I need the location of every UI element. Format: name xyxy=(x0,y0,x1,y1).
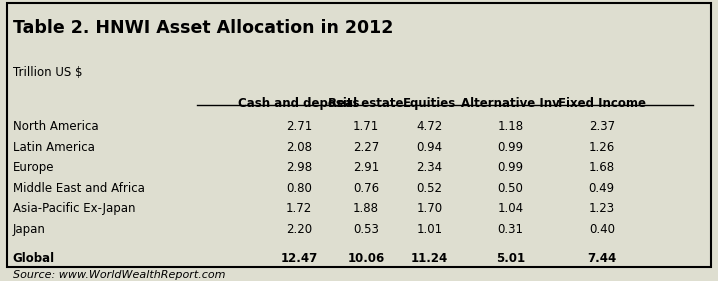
Text: 2.71: 2.71 xyxy=(286,120,312,133)
Text: 0.53: 0.53 xyxy=(353,223,379,236)
Text: Cash and deposits: Cash and deposits xyxy=(238,97,360,110)
Text: 11.24: 11.24 xyxy=(411,252,448,266)
Text: 0.50: 0.50 xyxy=(498,182,523,195)
Text: 0.76: 0.76 xyxy=(353,182,379,195)
Text: 1.88: 1.88 xyxy=(353,203,379,216)
Text: Alternative Inv: Alternative Inv xyxy=(461,97,559,110)
Text: North America: North America xyxy=(13,120,98,133)
Text: 7.44: 7.44 xyxy=(587,252,616,266)
Text: 1.26: 1.26 xyxy=(589,141,615,154)
Text: 0.99: 0.99 xyxy=(498,161,523,174)
Text: 0.80: 0.80 xyxy=(286,182,312,195)
Text: 1.70: 1.70 xyxy=(416,203,442,216)
Text: Japan: Japan xyxy=(13,223,46,236)
Text: Europe: Europe xyxy=(13,161,55,174)
Text: 1.68: 1.68 xyxy=(589,161,615,174)
Text: 0.52: 0.52 xyxy=(416,182,442,195)
Text: Global: Global xyxy=(13,252,55,266)
Text: 5.01: 5.01 xyxy=(495,252,525,266)
Text: 1.01: 1.01 xyxy=(416,223,442,236)
Text: 1.71: 1.71 xyxy=(353,120,379,133)
Text: 0.99: 0.99 xyxy=(498,141,523,154)
Text: Equities: Equities xyxy=(403,97,456,110)
Text: 0.94: 0.94 xyxy=(416,141,442,154)
Text: 1.23: 1.23 xyxy=(589,203,615,216)
Text: Asia-Pacific Ex-Japan: Asia-Pacific Ex-Japan xyxy=(13,203,135,216)
Text: Middle East and Africa: Middle East and Africa xyxy=(13,182,145,195)
Text: Source: www.WorldWealthReport.com: Source: www.WorldWealthReport.com xyxy=(13,269,225,280)
Text: Latin America: Latin America xyxy=(13,141,95,154)
Text: 0.49: 0.49 xyxy=(589,182,615,195)
Text: 2.98: 2.98 xyxy=(286,161,312,174)
Text: 1.04: 1.04 xyxy=(498,203,523,216)
Text: 0.31: 0.31 xyxy=(498,223,523,236)
Text: 4.72: 4.72 xyxy=(416,120,442,133)
Text: 2.91: 2.91 xyxy=(353,161,379,174)
Text: 1.72: 1.72 xyxy=(286,203,312,216)
Text: 2.27: 2.27 xyxy=(353,141,379,154)
Text: 1.18: 1.18 xyxy=(498,120,523,133)
Text: Trillion US $: Trillion US $ xyxy=(13,66,83,79)
Text: 2.08: 2.08 xyxy=(286,141,312,154)
Text: 12.47: 12.47 xyxy=(281,252,318,266)
Text: 10.06: 10.06 xyxy=(348,252,385,266)
Text: 2.37: 2.37 xyxy=(589,120,615,133)
Text: Table 2. HNWI Asset Allocation in 2012: Table 2. HNWI Asset Allocation in 2012 xyxy=(13,19,393,37)
Text: Real estate: Real estate xyxy=(328,97,404,110)
Text: 0.40: 0.40 xyxy=(589,223,615,236)
Text: Fixed Income: Fixed Income xyxy=(558,97,645,110)
Text: 2.34: 2.34 xyxy=(416,161,442,174)
Text: 2.20: 2.20 xyxy=(286,223,312,236)
